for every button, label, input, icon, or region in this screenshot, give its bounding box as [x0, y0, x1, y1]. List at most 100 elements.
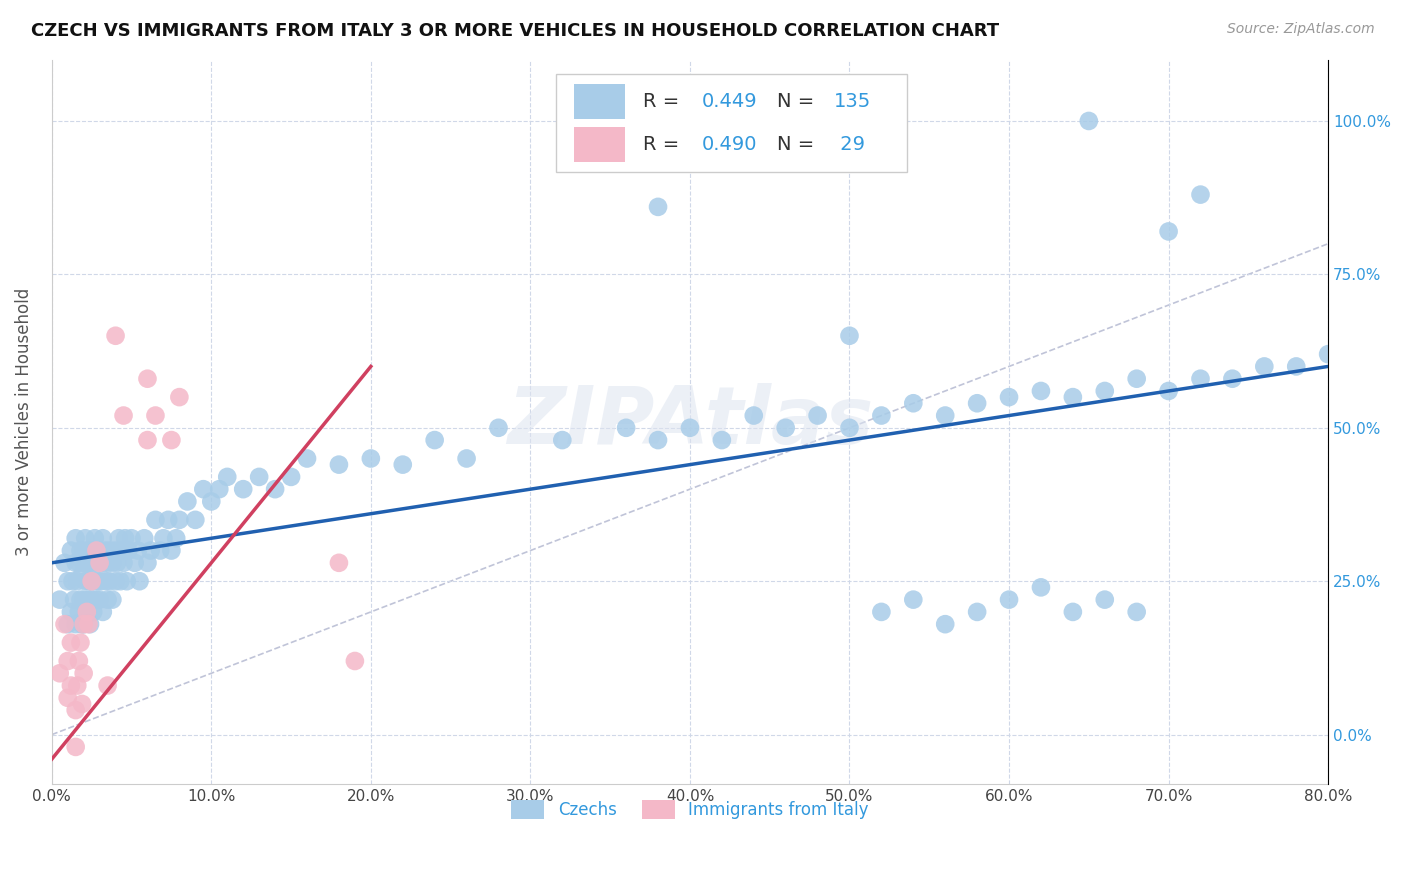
Point — [56, 654, 79, 668]
Point — [56, 617, 79, 632]
Point — [139, 543, 162, 558]
Point — [91, 605, 114, 619]
Point — [70, 697, 93, 711]
Point — [48, 666, 70, 681]
Point — [53, 617, 76, 632]
Point — [82, 605, 104, 619]
Point — [87, 574, 110, 589]
Point — [200, 494, 222, 508]
Point — [112, 556, 135, 570]
Point — [83, 574, 105, 589]
Point — [63, 592, 86, 607]
Point — [1253, 359, 1275, 374]
Point — [104, 328, 127, 343]
Point — [105, 556, 128, 570]
Point — [1157, 384, 1180, 398]
Point — [77, 574, 100, 589]
Point — [59, 635, 82, 649]
Point — [101, 556, 124, 570]
Point — [62, 574, 84, 589]
Point — [80, 592, 103, 607]
Point — [870, 409, 893, 423]
Point — [838, 421, 860, 435]
Point — [136, 433, 159, 447]
Point — [75, 531, 97, 545]
Point — [1189, 187, 1212, 202]
Point — [86, 556, 108, 570]
Point — [70, 617, 93, 632]
Point — [73, 543, 96, 558]
Point — [360, 451, 382, 466]
Point — [934, 409, 956, 423]
Point — [710, 433, 733, 447]
Point — [48, 592, 70, 607]
Point — [742, 409, 765, 423]
Point — [121, 531, 143, 545]
Point — [328, 556, 350, 570]
Point — [176, 494, 198, 508]
Point — [97, 556, 120, 570]
Point — [679, 421, 702, 435]
Point — [76, 605, 98, 619]
FancyBboxPatch shape — [555, 74, 907, 172]
Point — [79, 556, 101, 570]
Text: R =: R = — [643, 92, 685, 111]
Point — [647, 433, 669, 447]
Text: 0.449: 0.449 — [702, 92, 756, 111]
Point — [77, 617, 100, 632]
Point — [423, 433, 446, 447]
Point — [65, 531, 87, 545]
Point — [1125, 605, 1147, 619]
Point — [65, 617, 87, 632]
Point — [77, 592, 100, 607]
Legend: Czechs, Immigrants from Italy: Czechs, Immigrants from Italy — [505, 794, 876, 826]
Point — [160, 433, 183, 447]
Point — [97, 679, 120, 693]
Point — [65, 703, 87, 717]
Point — [86, 592, 108, 607]
Point — [77, 543, 100, 558]
Point — [934, 617, 956, 632]
Point — [128, 574, 150, 589]
Point — [184, 513, 207, 527]
FancyBboxPatch shape — [574, 84, 624, 119]
FancyBboxPatch shape — [574, 127, 624, 161]
Point — [111, 543, 134, 558]
Point — [870, 605, 893, 619]
Point — [343, 654, 366, 668]
Point — [157, 513, 180, 527]
Point — [1317, 347, 1340, 361]
Point — [232, 482, 254, 496]
Point — [966, 605, 988, 619]
Point — [76, 605, 98, 619]
Point — [94, 574, 117, 589]
Point — [104, 543, 127, 558]
Text: N =: N = — [776, 135, 820, 154]
Point — [966, 396, 988, 410]
Point — [73, 556, 96, 570]
Point — [1125, 372, 1147, 386]
Point — [903, 396, 925, 410]
Point — [1285, 359, 1308, 374]
Text: 135: 135 — [834, 92, 872, 111]
Point — [93, 556, 115, 570]
Point — [998, 592, 1021, 607]
Point — [66, 574, 89, 589]
Point — [69, 592, 91, 607]
Point — [79, 617, 101, 632]
Point — [134, 531, 156, 545]
Point — [391, 458, 413, 472]
Point — [59, 605, 82, 619]
Point — [100, 543, 122, 558]
Point — [89, 543, 111, 558]
Point — [264, 482, 287, 496]
Point — [117, 543, 139, 558]
Point — [1189, 372, 1212, 386]
Point — [1094, 384, 1116, 398]
Point — [76, 556, 98, 570]
Point — [112, 409, 135, 423]
Point — [998, 390, 1021, 404]
Point — [217, 470, 239, 484]
Point — [73, 666, 96, 681]
Point — [101, 592, 124, 607]
